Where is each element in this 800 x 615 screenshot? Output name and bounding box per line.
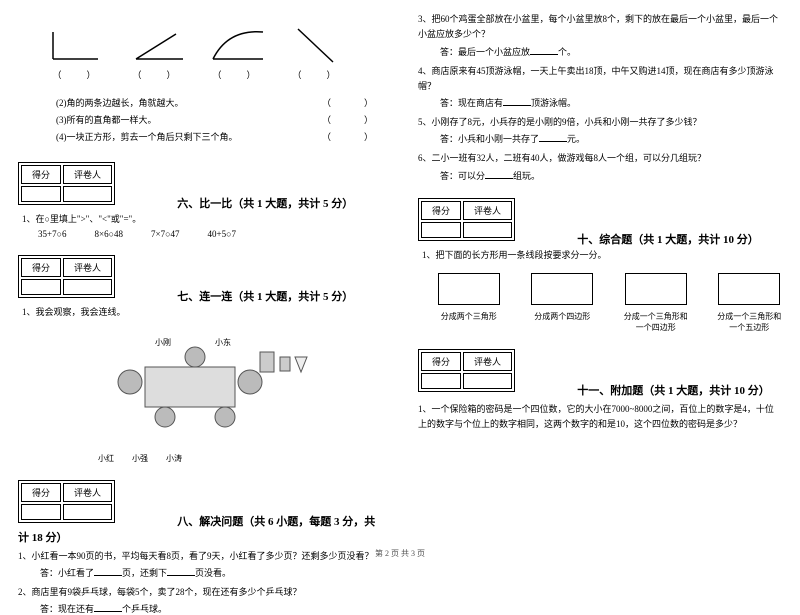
q8-5: 5、小刚存了8元，小兵存的是小刚的9倍，小兵和小刚一共存了多少钱？ [418,115,782,130]
section-10-title: 十、综合题（共 1 大题，共计 10 分） [577,234,759,246]
score-box-7: 得分评卷人 [18,255,115,298]
svg-text:小东: 小东 [215,337,231,347]
paren-row: （ ）（ ）（ ）（ ） [48,68,382,81]
score-box-10: 得分评卷人 [418,198,515,241]
page-footer: 第 2 页 共 3 页 [0,548,800,559]
score-box-6: 得分评卷人 [18,162,115,205]
q8-4: 4、商店原来有45顶游泳帽，一天上午卖出18顶，中午又购进14顶，现在商店有多少… [418,64,782,95]
q8-6: 6、二小一班有32人，二班有40人，做游戏每8人一个组，可以分几组玩？ [418,151,782,166]
q8-2: 2、商店里有9袋乒乓球，每袋5个，卖了28个，现在还有多少个乒乓球？ [18,585,382,600]
a8-4: 答：现在商店有顶游泳帽。 [440,96,782,109]
q6-1: 1、在○里填上">"、"<"或"="。 [22,211,382,227]
score-box-11: 得分评卷人 [418,349,515,392]
section-11-title: 十一、附加题（共 1 大题，共计 10 分） [577,385,770,397]
a8-2: 答：现在还有个乒乓球。 [40,602,382,615]
matching-illustration: 小刚 小东 [85,327,315,447]
score-box-8: 得分评卷人 [18,480,115,523]
section-6-title: 六、比一比（共 1 大题，共计 5 分） [177,198,353,210]
q8-3: 3、把60个鸡蛋全部放在小盆里，每个小盆里放8个，剩下的放在最后一个小盆里，最后… [418,12,782,43]
name-labels: 小红小强小涛 [98,453,382,464]
q10-1: 1、把下面的长方形用一条线段按要求分一分。 [422,247,782,263]
a8-3: 答：最后一个小盆应放个。 [440,45,782,58]
q7-1: 1、我会观察，我会连线。 [22,304,382,320]
a8-6: 答：可以分组玩。 [440,169,782,182]
true-false-statements: (2)角的两条边越长，角就越大。（ ） (3)所有的直角都一样大。（ ） (4)… [56,95,382,146]
a8-1: 答：小红看了页，还剩下页没看。 [40,566,382,579]
svg-text:小刚: 小刚 [155,338,171,347]
compare-items: 35+7○68×6○487×7○4740+5○7 [38,229,382,239]
section-7-title: 七、连一连（共 1 大题，共计 5 分） [177,291,353,303]
angle-sketches [48,16,382,64]
rectangle-tasks: 分成两个三角形 分成两个四边形 分成一个三角形和一个四边形 分成一个三角形和一个… [436,273,782,333]
q11-1: 1、一个保险箱的密码是一个四位数，它的大小在7000~8000之间，百位上的数字… [418,402,782,433]
a8-5: 答：小兵和小刚一共存了元。 [440,132,782,145]
